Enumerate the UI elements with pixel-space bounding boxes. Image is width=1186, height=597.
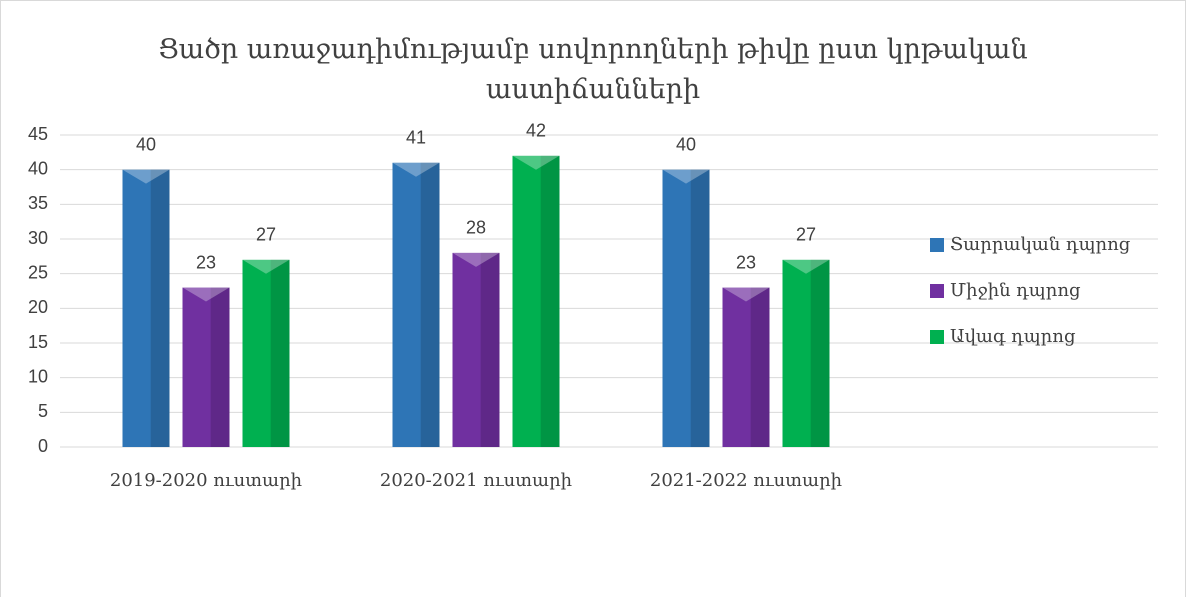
bar <box>392 162 440 447</box>
bar-cap <box>512 155 560 170</box>
bar <box>512 155 560 448</box>
bar-cap <box>122 169 170 184</box>
bar-shade <box>480 252 500 447</box>
bar-cap <box>242 259 290 274</box>
legend-swatch <box>930 238 944 252</box>
chart-title: Ցածր առաջադիմությամբ սովորողների թիվը ըս… <box>158 34 1028 105</box>
bar-cap <box>182 287 230 302</box>
x-tick-label: 2021-2022 ուստարի <box>650 470 842 491</box>
legend-label: Ավագ դպրոց <box>950 326 1076 347</box>
y-tick-label: 35 <box>28 193 48 213</box>
legend-swatch <box>930 284 944 298</box>
y-tick-label: 10 <box>28 366 48 386</box>
bar-shade <box>150 169 170 447</box>
bar-shade <box>750 287 770 447</box>
y-tick-label: 45 <box>28 124 48 144</box>
bar <box>182 287 230 447</box>
value-label: 23 <box>196 252 216 272</box>
value-label: 23 <box>736 252 756 272</box>
bar-shade <box>420 162 440 447</box>
bar-cap <box>662 169 710 184</box>
bar <box>122 169 170 447</box>
bar-cap <box>392 162 440 177</box>
bar <box>662 169 710 447</box>
legend-label: Միջին դպրոց <box>950 280 1081 301</box>
value-label: 42 <box>526 121 546 141</box>
value-label: 27 <box>256 225 276 245</box>
bar-shade <box>210 287 230 447</box>
y-tick-label: 15 <box>28 332 48 352</box>
bar <box>242 259 290 447</box>
y-tick-label: 0 <box>38 436 48 456</box>
legend-swatch <box>930 330 944 344</box>
bar-cap <box>782 259 830 274</box>
y-tick-label: 25 <box>28 262 48 282</box>
legend-label: Տարրական դպրոց <box>950 234 1131 255</box>
value-label: 27 <box>796 225 816 245</box>
value-label: 41 <box>406 127 426 147</box>
bar-shade <box>690 169 710 447</box>
x-tick-label: 2020-2021 ուստարի <box>380 470 572 491</box>
value-label: 40 <box>676 134 696 154</box>
bar <box>722 287 770 447</box>
y-tick-label: 30 <box>28 228 48 248</box>
bar <box>782 259 830 447</box>
value-label: 40 <box>136 134 156 154</box>
x-tick-label: 2019-2020 ուստարի <box>110 470 302 491</box>
value-label: 28 <box>466 218 486 238</box>
bar-shade <box>540 155 560 448</box>
bar-shade <box>810 259 830 447</box>
bar <box>452 252 500 447</box>
bar-shade <box>270 259 290 447</box>
y-tick-label: 20 <box>28 297 48 317</box>
y-tick-label: 5 <box>38 401 48 421</box>
bar-cap <box>722 287 770 302</box>
y-tick-label: 40 <box>28 158 48 178</box>
bar-cap <box>452 252 500 267</box>
